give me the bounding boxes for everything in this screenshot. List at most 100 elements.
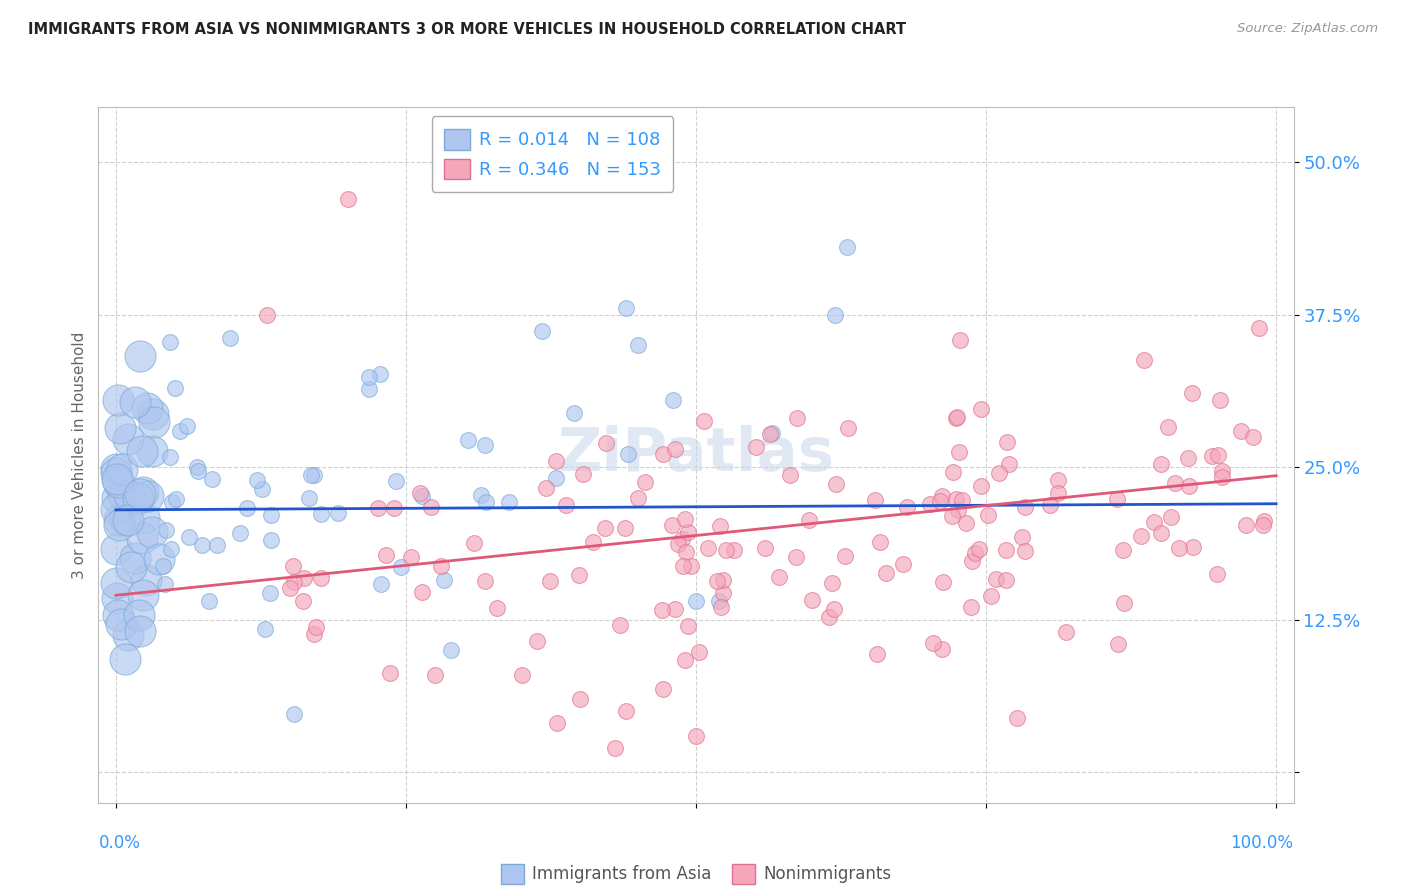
Point (685, 729, 707, 743)
Point (1251, 517, 1274, 532)
Point (987, 466, 1010, 480)
Point (228, 526, 250, 541)
Point (117, 513, 139, 527)
Text: IMMIGRANTS FROM ASIA VS NONIMMIGRANTS 3 OR MORE VEHICLES IN HOUSEHOLD CORRELATIO: IMMIGRANTS FROM ASIA VS NONIMMIGRANTS 3 … (28, 22, 907, 37)
Point (104, 542, 127, 557)
Point (474, 438, 496, 452)
Point (411, 489, 433, 503)
Point (118, 488, 141, 502)
Point (1112, 543, 1135, 558)
Y-axis label: 3 or more Vehicles in Household: 3 or more Vehicles in Household (72, 331, 87, 579)
Point (309, 571, 332, 585)
Point (367, 500, 389, 515)
Point (697, 541, 720, 555)
Point (1054, 624, 1077, 639)
Point (614, 704, 637, 718)
Point (995, 574, 1018, 588)
Point (678, 525, 700, 540)
Point (931, 489, 953, 503)
Point (785, 549, 807, 564)
Point (948, 444, 970, 458)
Point (538, 574, 561, 588)
Point (821, 576, 844, 591)
Point (613, 521, 636, 535)
Point (896, 500, 918, 514)
Point (946, 503, 969, 517)
Point (661, 517, 683, 532)
Point (1230, 424, 1253, 438)
Point (1047, 473, 1070, 487)
Point (546, 471, 568, 485)
Point (711, 586, 734, 600)
Point (835, 240, 858, 254)
Point (1234, 518, 1257, 533)
Point (218, 331, 240, 345)
Point (1247, 321, 1270, 335)
Point (197, 594, 219, 608)
Point (945, 491, 967, 506)
Point (960, 600, 983, 615)
Point (531, 325, 554, 339)
Point (389, 560, 412, 574)
Point (246, 473, 269, 487)
Point (141, 444, 163, 458)
Point (430, 559, 453, 574)
Text: Source: ZipAtlas.com: Source: ZipAtlas.com (1237, 22, 1378, 36)
Point (259, 586, 281, 600)
Point (651, 603, 673, 617)
Point (984, 572, 1007, 586)
Point (311, 507, 333, 521)
Point (114, 512, 136, 526)
Point (110, 616, 132, 631)
Point (866, 647, 889, 661)
Point (1150, 457, 1173, 471)
Point (179, 530, 201, 544)
Point (942, 465, 965, 479)
Point (627, 491, 650, 505)
Point (1206, 448, 1229, 462)
Point (825, 477, 848, 491)
Point (111, 486, 134, 500)
Point (676, 619, 699, 633)
Point (124, 550, 146, 565)
Point (117, 628, 139, 642)
Point (1005, 711, 1028, 725)
Point (534, 481, 557, 495)
Point (107, 607, 129, 622)
Point (302, 467, 325, 482)
Point (595, 436, 617, 450)
Point (159, 542, 181, 557)
Point (875, 566, 897, 581)
Point (165, 492, 187, 507)
Point (949, 334, 972, 348)
Point (1157, 420, 1180, 434)
Point (359, 370, 381, 384)
Point (1181, 386, 1204, 401)
Point (572, 467, 595, 482)
Point (105, 466, 128, 480)
Point (651, 447, 673, 461)
Point (664, 442, 686, 457)
Point (359, 382, 381, 396)
Point (399, 549, 422, 564)
Point (1241, 429, 1264, 443)
Point (921, 636, 943, 650)
Point (685, 594, 707, 608)
Point (627, 338, 650, 352)
Point (945, 410, 967, 425)
Point (107, 475, 129, 490)
Point (546, 454, 568, 468)
Point (260, 508, 283, 523)
Point (664, 601, 686, 615)
Point (754, 541, 776, 555)
Point (995, 434, 1018, 449)
Point (1143, 515, 1166, 529)
Point (135, 401, 157, 415)
Point (967, 541, 990, 556)
Point (283, 706, 305, 721)
Point (568, 692, 591, 706)
Point (128, 624, 150, 638)
Point (433, 573, 456, 587)
Point (745, 441, 768, 455)
Point (163, 381, 186, 395)
